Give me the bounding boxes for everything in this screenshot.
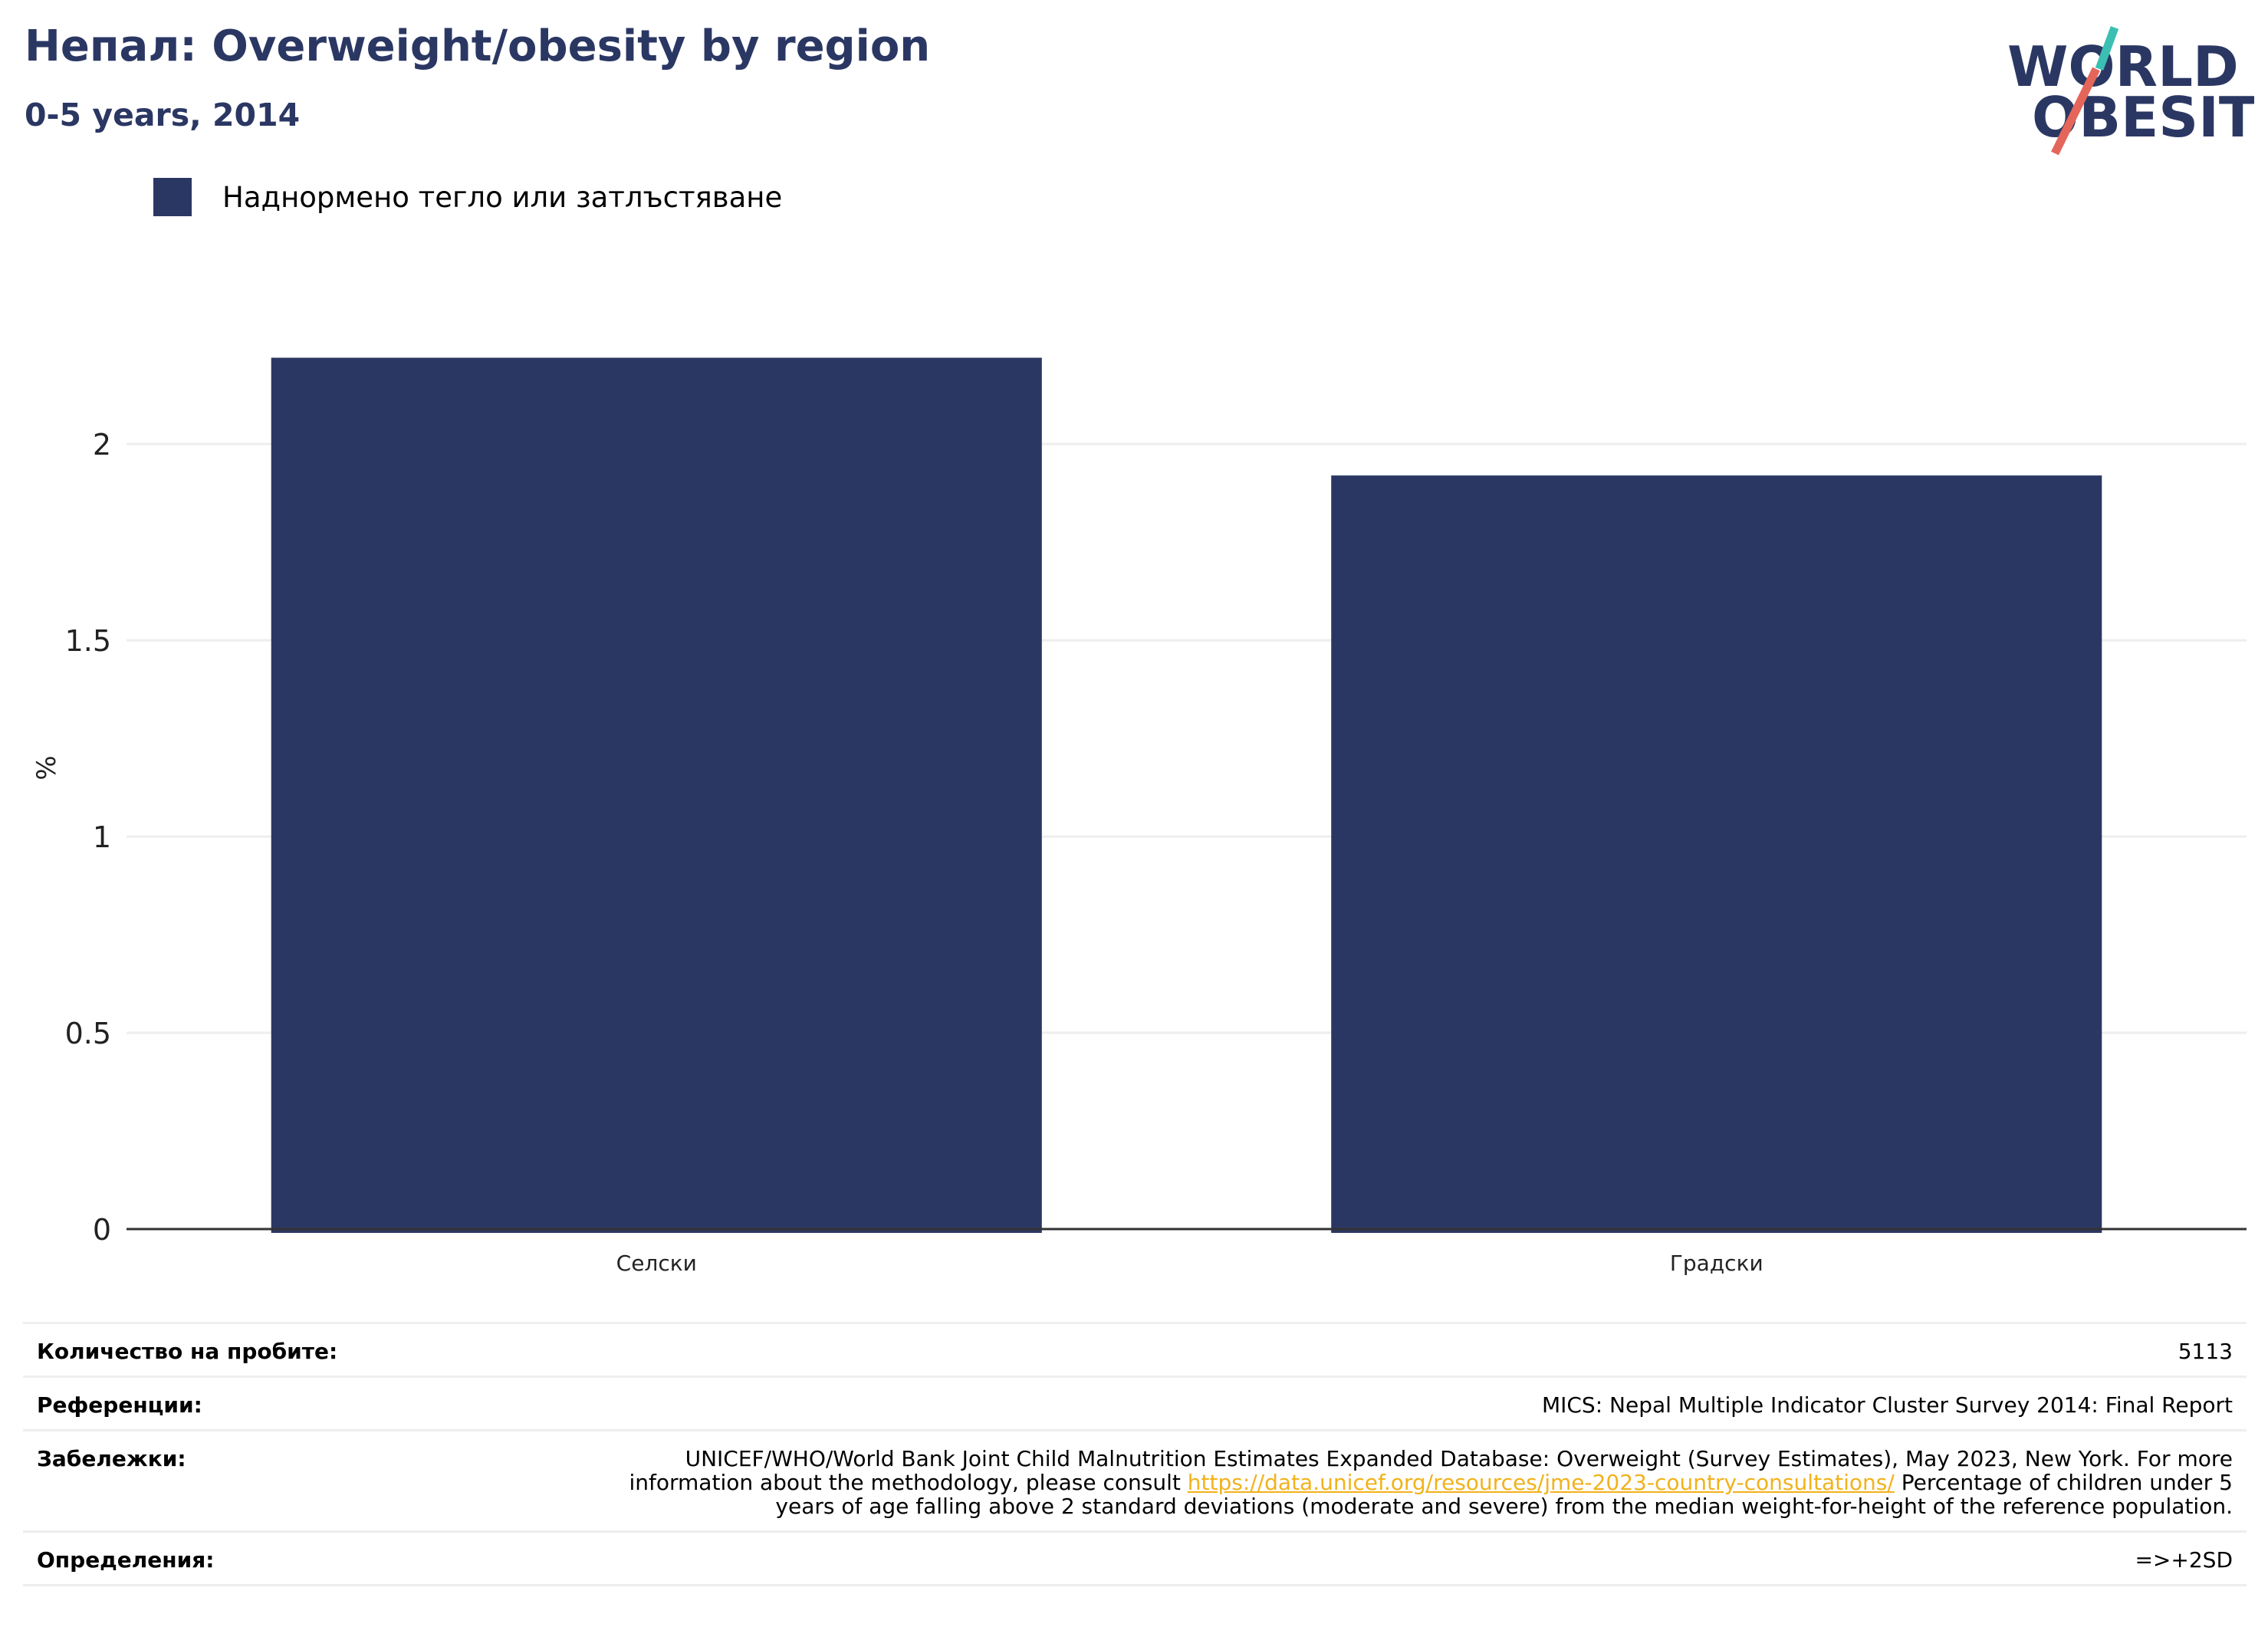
table-row: Забележки: UNICEF/WHO/World Bank Joint C… <box>23 1429 2247 1530</box>
x-tick-label: Селски <box>616 1251 697 1276</box>
logo-slash-teal <box>2095 26 2119 71</box>
methodology-link[interactable]: https://data.unicef.org/resources/jme-20… <box>1187 1470 1895 1495</box>
sample-size-value: 5113 <box>2178 1339 2233 1364</box>
bar-chart: 0 0.5 1 1.5 2% Селски Градски <box>31 357 2247 1276</box>
definitions-value: =>+2SD <box>2135 1547 2233 1573</box>
chart-legend: Наднормено тегло или затлъстяване <box>153 178 782 216</box>
logo-line1: WORLD <box>2007 35 2239 99</box>
chart-subtitle: 0-5 years, 2014 <box>25 97 301 133</box>
notes-label: Забележки: <box>37 1446 186 1471</box>
y-tick-label: 0 <box>93 1213 111 1247</box>
x-tick-label: Градски <box>1670 1251 1763 1276</box>
notes-text-post: Percentage of children under 5 years of … <box>775 1470 2233 1519</box>
bar <box>271 357 1042 1233</box>
references-label: Референции: <box>37 1392 202 1418</box>
table-row: Количество на пробите: 5113 <box>23 1322 2247 1376</box>
y-tick-label: 1.5 <box>65 624 111 658</box>
world-obesity-logo: WORLD OBESITY <box>2007 26 2254 156</box>
y-axis-label: % <box>31 755 62 780</box>
notes-text-pre: UNICEF/WHO/World Bank Joint Child Malnut… <box>629 1446 2233 1495</box>
y-tick-label: 1 <box>93 820 111 854</box>
y-tick-label: 0.5 <box>65 1017 111 1050</box>
table-row: Определения: =>+2SD <box>23 1530 2247 1586</box>
notes-value: UNICEF/WHO/World Bank Joint Child Malnut… <box>623 1447 2233 1518</box>
legend-label: Наднормено тегло или затлъстяване <box>222 180 783 214</box>
sample-size-label: Количество на пробите: <box>37 1339 338 1364</box>
definitions-label: Определения: <box>37 1547 215 1573</box>
info-table: Количество на пробите: 5113 Референции: … <box>23 1322 2247 1586</box>
references-value: MICS: Nepal Multiple Indicator Cluster S… <box>1541 1392 2233 1418</box>
logo-slash-red <box>2051 67 2100 156</box>
legend-swatch <box>153 178 192 216</box>
table-row: Референции: MICS: Nepal Multiple Indicat… <box>23 1376 2247 1429</box>
bar <box>1331 475 2102 1233</box>
chart-title: Непал: Overweight/obesity by region <box>25 21 931 71</box>
y-tick-label: 2 <box>93 428 111 462</box>
